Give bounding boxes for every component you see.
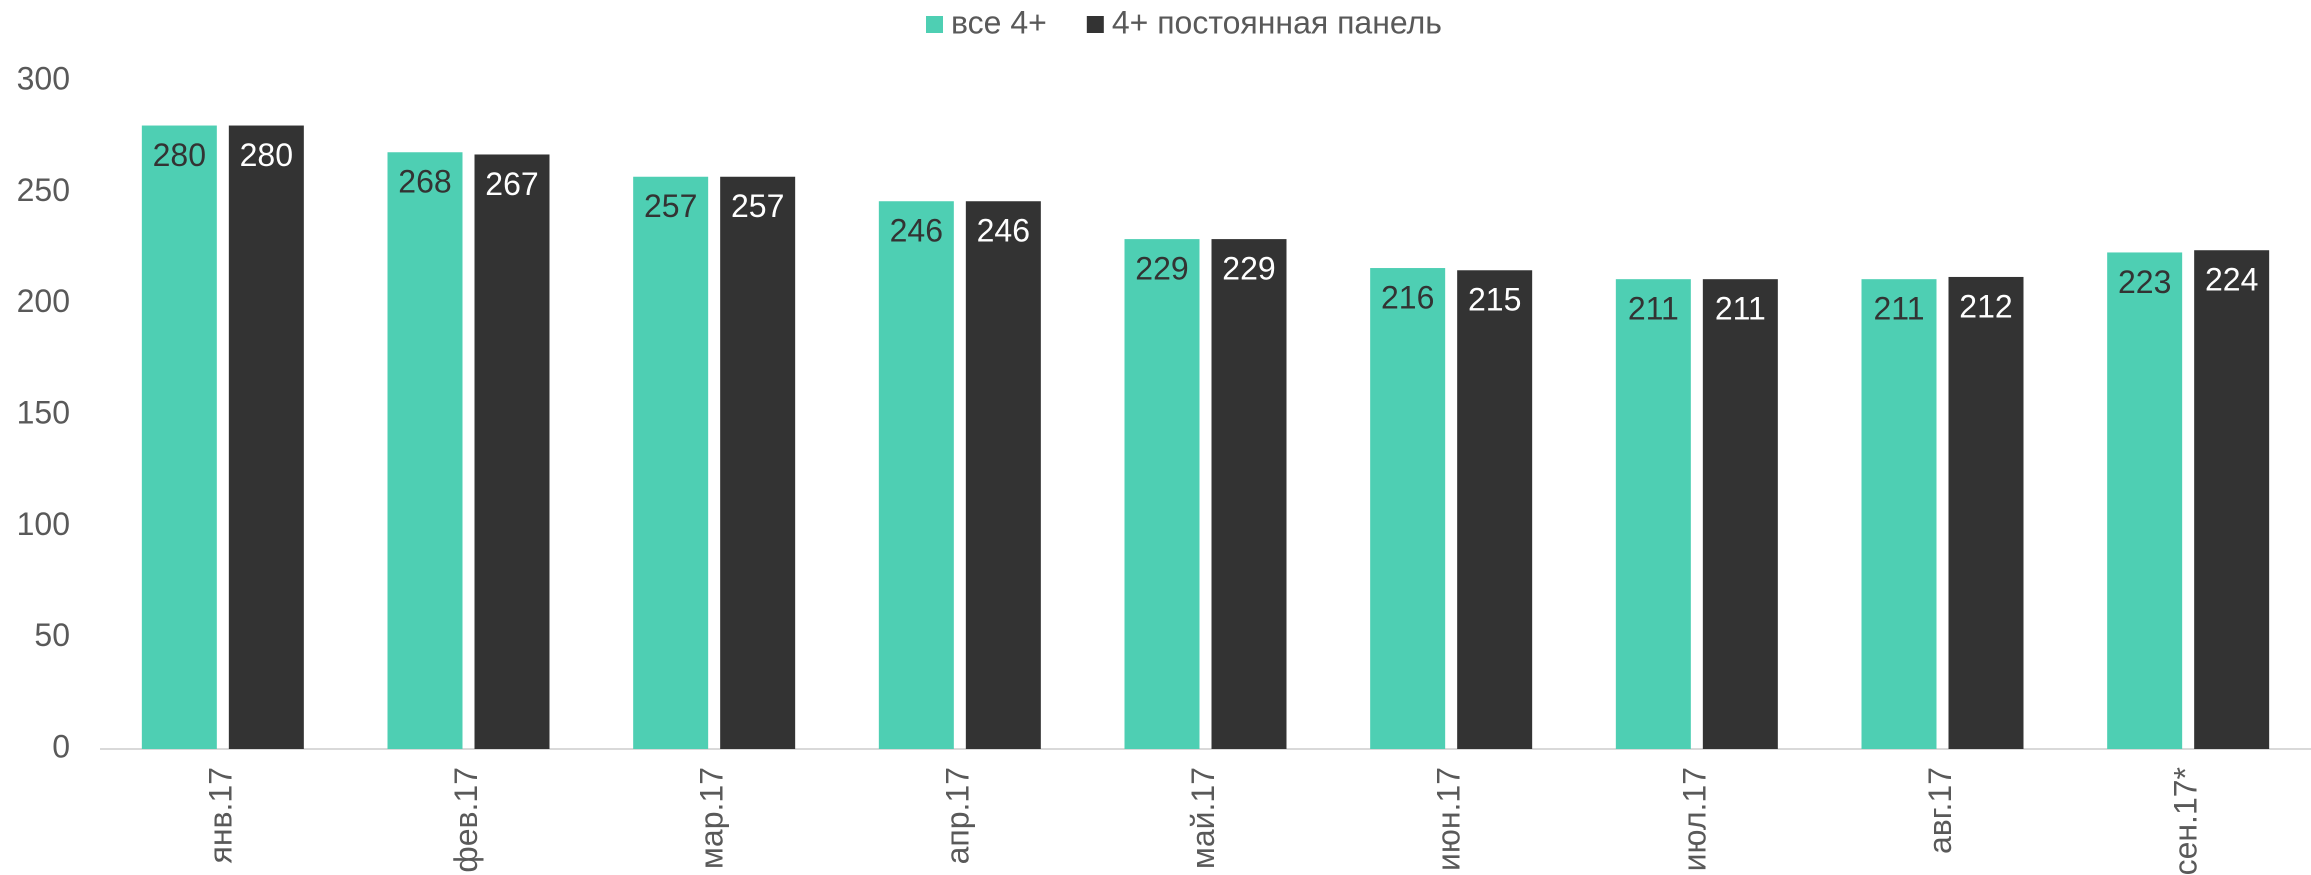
bar — [1702, 279, 1778, 749]
bar — [2194, 250, 2270, 749]
bar — [965, 201, 1041, 750]
bar — [387, 152, 463, 750]
y-tick-label: 150 — [17, 394, 70, 430]
data-label: 223 — [2118, 264, 2171, 300]
x-tick-label: апр.17 — [939, 767, 975, 864]
legend-label: 4+ постоянная панель — [1112, 4, 1442, 40]
data-label: 216 — [1381, 279, 1434, 315]
legend-swatch — [926, 16, 943, 33]
legend-swatch — [1086, 16, 1104, 33]
bar — [1948, 276, 2024, 749]
data-label: 211 — [1873, 291, 1924, 327]
data-label: 229 — [1222, 251, 1275, 287]
data-label: 246 — [890, 213, 943, 249]
data-label: 257 — [644, 188, 697, 224]
bar — [633, 176, 709, 749]
data-label: 212 — [1959, 288, 2012, 324]
bar — [878, 201, 954, 750]
y-tick-label: 200 — [17, 283, 70, 319]
y-tick-label: 250 — [17, 172, 70, 208]
bar — [2107, 252, 2183, 749]
data-label: 257 — [731, 188, 784, 224]
data-label: 211 — [1628, 291, 1679, 327]
data-label: 229 — [1135, 251, 1188, 287]
bar — [474, 154, 550, 750]
bar — [228, 125, 304, 750]
x-tick-label: мар.17 — [694, 767, 730, 869]
bar — [1370, 268, 1446, 749]
bar — [141, 125, 217, 750]
data-label: 215 — [1468, 282, 1521, 318]
x-tick-label: июн.17 — [1431, 767, 1467, 871]
data-label: 267 — [485, 166, 538, 202]
data-label: 224 — [2205, 262, 2258, 298]
x-tick-label: май.17 — [1185, 767, 1221, 869]
bar — [1615, 279, 1691, 749]
data-label: 280 — [240, 137, 293, 173]
x-tick-label: авг.17 — [1922, 767, 1958, 854]
x-tick-label: янв.17 — [202, 767, 238, 863]
bar — [1457, 270, 1533, 749]
bar — [1861, 279, 1937, 749]
x-tick-label: июл.17 — [1676, 767, 1712, 871]
data-label: 280 — [153, 137, 206, 173]
x-tick-label: фев.17 — [448, 767, 484, 873]
y-tick-label: 100 — [17, 506, 70, 542]
legend-label: все 4+ — [951, 4, 1047, 40]
data-label: 268 — [398, 164, 451, 200]
bar — [1124, 239, 1200, 750]
data-label: 211 — [1715, 291, 1766, 327]
x-tick-label: сен.17* — [2168, 767, 2204, 875]
data-label: 246 — [977, 213, 1030, 249]
bar — [720, 176, 796, 749]
y-tick-label: 50 — [34, 617, 70, 653]
y-tick-label: 300 — [17, 60, 70, 96]
bar — [1211, 239, 1287, 750]
y-tick-label: 0 — [52, 728, 70, 764]
